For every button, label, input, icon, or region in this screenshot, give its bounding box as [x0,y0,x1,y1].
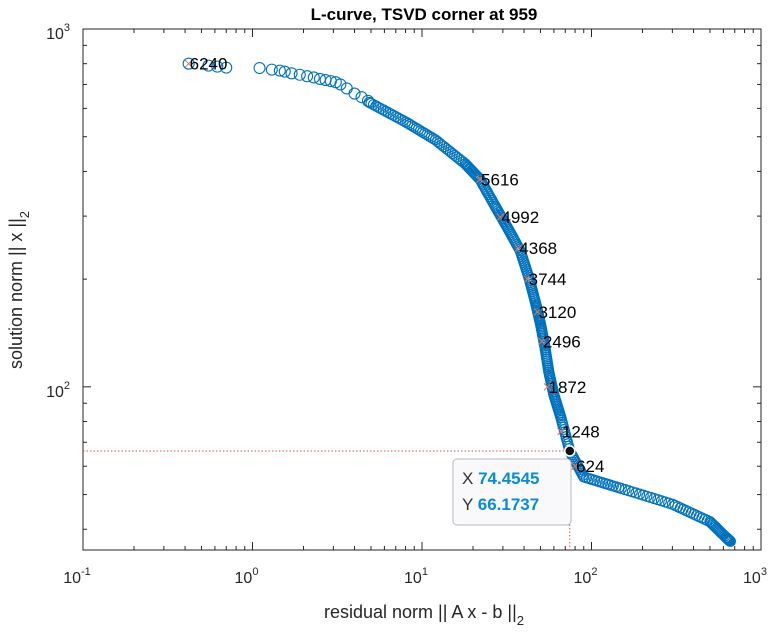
point-label: 4368 [519,239,557,258]
corner-point [564,445,576,457]
x-tick-label: 101 [404,566,428,587]
corner-marker [564,445,576,457]
point-x-marker [543,382,552,391]
series-marker [355,91,368,104]
point-label: 2496 [543,332,581,351]
series-marker [265,63,278,76]
series-marker [334,78,347,91]
point-x-marker [533,308,542,316]
x-tick-label: 10-1 [63,566,91,587]
series-marker [273,64,286,77]
y-axis-label: solution norm || x ||2 [6,211,32,369]
point-x-marker [538,337,546,346]
x-tick-label: 103 [743,566,767,587]
series-marker [202,59,215,72]
point-x-marker [184,59,193,68]
lcurve-sparse-markers [182,57,375,107]
series-marker [307,71,320,84]
series-marker [253,61,266,75]
point-label: 5616 [481,170,519,189]
point-label: 6240 [190,55,228,74]
point-label: 1248 [562,423,600,442]
point-labels: 6240 5616 4992 4368 3744 3120 2496 1872 1248 624 [184,55,604,476]
datatip-box [452,458,572,526]
series-marker [301,70,314,83]
y-tick-label: 102 [46,380,70,401]
series-marker [348,87,361,100]
datatip-y-row: Y 66.1737 [462,495,539,514]
point-x-marker [523,275,532,283]
series-marker [285,67,298,80]
datatip-x-row: X 74.4545 [462,469,540,488]
series-marker [211,60,224,73]
x-tick-label: 102 [574,566,598,587]
series-marker [361,94,375,107]
point-x-marker [496,213,505,222]
point-x-marker [557,427,565,436]
point-label: 1872 [548,378,586,397]
series-marker [182,57,195,70]
minor-ticks [83,29,761,550]
point-x-marker [476,175,484,184]
x-axis-label: residual norm || A x - b ||2 [324,602,524,628]
series-marker [577,469,589,481]
x-tick-labels: 10-1 100 101 102 103 [63,566,767,587]
chart-title: L-curve, TSVD corner at 959 [311,5,538,24]
y-tick-label: 103 [46,22,70,43]
series-marker [724,535,736,547]
point-label: 624 [576,457,604,476]
point-label: 3744 [529,270,567,289]
point-x-marker [571,462,579,471]
plot-area [82,28,762,551]
series-marker [278,65,291,78]
x-tick-label: 100 [235,566,259,587]
y-tick-labels: 102 103 [46,22,70,401]
series-marker [293,68,306,81]
series-marker [220,61,233,74]
point-label: 4992 [501,208,539,227]
major-ticks [82,28,762,550]
point-x-marker [514,244,523,253]
datatip[interactable]: X 74.4545 Y 66.1737 [452,458,572,526]
point-label: 3120 [538,303,576,322]
